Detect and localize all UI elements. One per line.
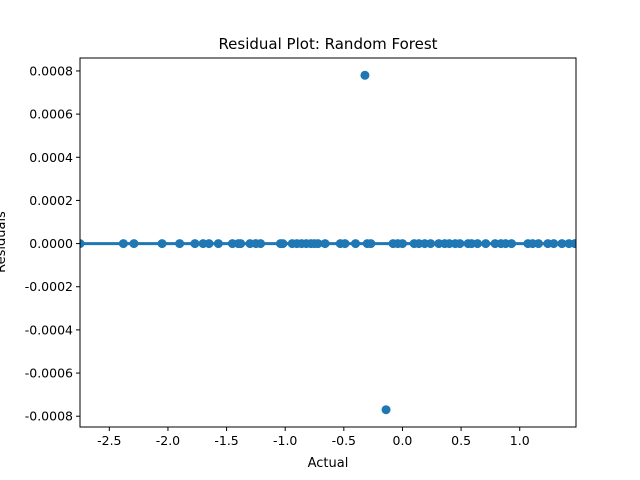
data-point [507,239,517,249]
data-point [278,239,288,249]
data-point [397,239,407,249]
y-tick-label: 0.0008 [29,63,73,78]
series-group [80,70,576,415]
x-tick-label: -2.5 [97,433,121,448]
data-point [557,239,567,249]
data-point [455,239,465,249]
data-point [175,239,185,249]
data-point [549,239,559,249]
y-tick-label: -0.0002 [25,279,73,294]
y-axis-title: Residuals [0,211,9,273]
data-point [351,239,361,249]
data-point [313,239,323,249]
data-point [236,239,246,249]
data-point [366,239,376,249]
plot-content [80,70,576,415]
data-point [80,239,85,249]
x-tick-label: 0.5 [451,433,471,448]
data-point [256,239,266,249]
x-tick-label: -2.0 [156,433,180,448]
data-point [118,239,128,249]
data-point [340,239,350,249]
data-point [320,239,330,249]
data-point [129,239,139,249]
chart-title: Residual Plot: Random Forest [218,35,437,53]
y-tick-label: 0.0000 [29,236,73,251]
y-tick-label: 0.0004 [29,150,73,165]
data-point [213,239,223,249]
data-point [381,405,391,415]
x-axis-title: Actual [308,456,349,471]
x-tick-label: 0.0 [393,433,413,448]
y-tick-label: -0.0008 [25,409,73,424]
x-tick-label: -0.5 [332,433,356,448]
data-point [157,239,167,249]
data-point [570,239,576,249]
data-point [473,239,483,249]
x-tick-label: -1.5 [214,433,238,448]
data-point [533,239,543,249]
y-tick-label: 0.0002 [29,193,73,208]
y-tick-label: -0.0006 [25,366,73,381]
x-tick-label: -1.0 [273,433,297,448]
ticks: -2.5 -2.0 -1.5 -1.0 -0.5 0.0 0.5 1.0 -0.0008 -0.0… [25,63,530,448]
data-point [190,239,200,249]
y-tick-label: -0.0004 [25,322,73,337]
data-point [426,239,436,249]
data-point [481,239,491,249]
axes-frame [79,57,577,428]
data-point [204,239,214,249]
data-point [360,70,370,80]
x-tick-label: 1.0 [510,433,530,448]
y-tick-label: 0.0006 [29,107,73,122]
